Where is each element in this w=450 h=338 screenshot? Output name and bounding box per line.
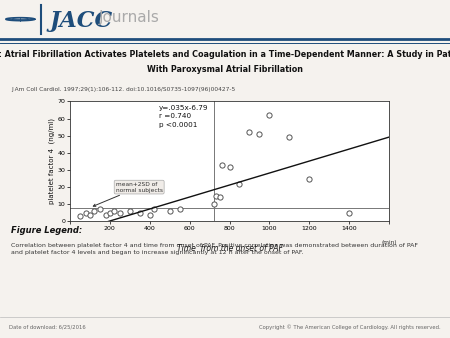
Point <box>102 212 109 217</box>
Point <box>256 131 263 137</box>
Text: (min): (min) <box>382 240 397 245</box>
Point <box>116 210 123 216</box>
Point <box>286 135 293 140</box>
Point <box>226 164 233 169</box>
Point <box>176 207 183 212</box>
Point <box>246 129 253 135</box>
Point <box>266 113 273 118</box>
Point <box>126 209 133 214</box>
Text: Journals: Journals <box>99 10 160 25</box>
Point <box>146 212 153 217</box>
Text: With Paroxysmal Atrial Fibrillation: With Paroxysmal Atrial Fibrillation <box>147 65 303 74</box>
Text: JACC: JACC <box>50 10 113 32</box>
Point <box>346 210 353 216</box>
Text: Correlation between platelet factor 4 and time from onset of PAF. Positive corre: Correlation between platelet factor 4 an… <box>11 243 418 255</box>
Point <box>82 210 89 216</box>
Point <box>236 181 243 186</box>
Text: Date of download: 6/25/2016: Date of download: 6/25/2016 <box>9 325 86 330</box>
Point <box>86 212 93 217</box>
Point <box>110 209 117 214</box>
Point <box>166 209 173 214</box>
Point <box>136 210 143 216</box>
Point <box>218 162 225 168</box>
Point <box>76 214 83 219</box>
Point <box>216 195 223 200</box>
Y-axis label: platelet factor 4  (ng/ml): platelet factor 4 (ng/ml) <box>49 118 55 204</box>
Point <box>210 201 217 207</box>
Text: mean+2SD of
normal subjects: mean+2SD of normal subjects <box>93 182 163 207</box>
Point <box>106 210 113 216</box>
Point <box>150 207 157 212</box>
Text: Figure Legend:: Figure Legend: <box>11 226 82 236</box>
Text: Copyright © The American College of Cardiology. All rights reserved.: Copyright © The American College of Card… <box>259 324 441 330</box>
Text: J Am Coll Cardiol. 1997;29(1):106-112. doi:10.1016/S0735-1097(96)00427-5: J Am Coll Cardiol. 1997;29(1):106-112. d… <box>11 87 235 92</box>
Point <box>90 209 97 214</box>
Point <box>306 176 313 181</box>
X-axis label: Time  from the onset of PAF: Time from the onset of PAF <box>176 244 283 254</box>
Text: y=.035x-6.79
r =0.740
p <0.0001: y=.035x-6.79 r =0.740 p <0.0001 <box>159 105 209 128</box>
Point <box>96 207 104 212</box>
Text: From: Atrial Fibrillation Activates Platelets and Coagulation in a Time-Dependen: From: Atrial Fibrillation Activates Plat… <box>0 50 450 58</box>
Point <box>212 193 219 198</box>
